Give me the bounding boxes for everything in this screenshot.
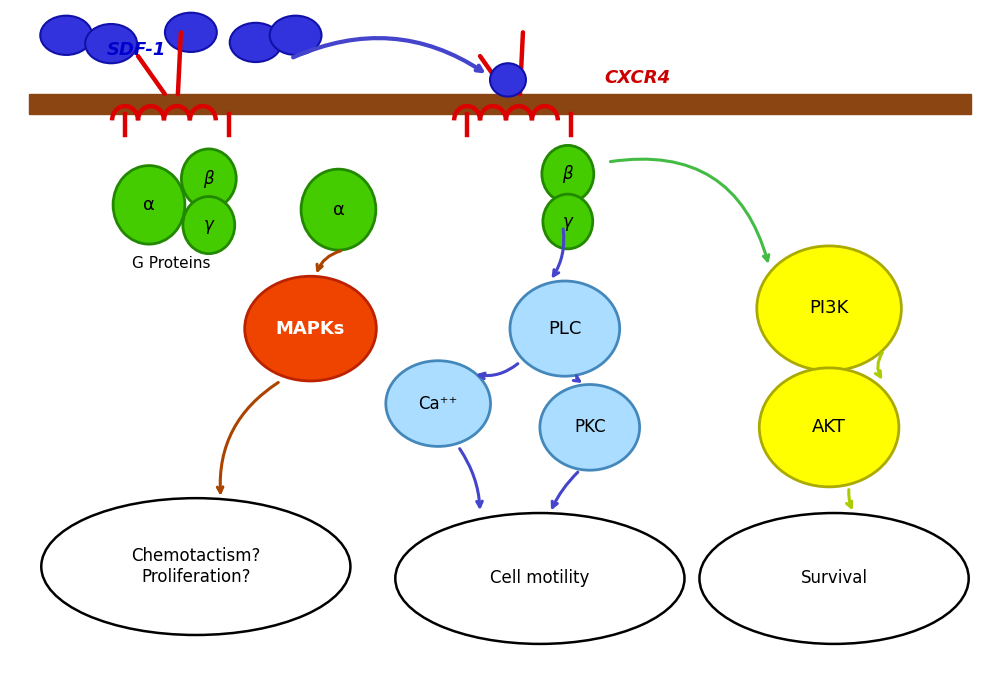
Text: Chemotactism?
Proliferation?: Chemotactism? Proliferation? bbox=[131, 547, 261, 586]
Text: G Proteins: G Proteins bbox=[132, 255, 210, 270]
Ellipse shape bbox=[230, 22, 282, 62]
Text: β: β bbox=[562, 165, 573, 183]
Ellipse shape bbox=[490, 63, 526, 97]
Text: Ca⁺⁺: Ca⁺⁺ bbox=[418, 394, 458, 413]
Ellipse shape bbox=[85, 24, 137, 63]
Ellipse shape bbox=[40, 16, 92, 55]
Ellipse shape bbox=[395, 513, 684, 644]
Text: β: β bbox=[203, 170, 214, 188]
Text: Cell motility: Cell motility bbox=[490, 569, 590, 588]
Text: AKT: AKT bbox=[812, 418, 846, 437]
Ellipse shape bbox=[386, 361, 491, 447]
Ellipse shape bbox=[245, 276, 376, 381]
Ellipse shape bbox=[181, 149, 236, 208]
Ellipse shape bbox=[757, 246, 901, 371]
Text: Survival: Survival bbox=[801, 569, 868, 588]
Text: α: α bbox=[333, 201, 344, 219]
Text: PI3K: PI3K bbox=[809, 300, 849, 317]
Ellipse shape bbox=[165, 13, 217, 52]
Ellipse shape bbox=[543, 194, 593, 249]
Text: α: α bbox=[143, 196, 155, 214]
Text: CXCR4: CXCR4 bbox=[605, 69, 671, 86]
Ellipse shape bbox=[183, 197, 235, 253]
Ellipse shape bbox=[113, 165, 185, 244]
Ellipse shape bbox=[542, 145, 594, 202]
Ellipse shape bbox=[301, 169, 376, 250]
Ellipse shape bbox=[41, 498, 350, 635]
Text: γ: γ bbox=[204, 216, 214, 234]
Bar bbox=[29, 94, 971, 114]
Ellipse shape bbox=[699, 513, 969, 644]
Text: MAPKs: MAPKs bbox=[276, 319, 345, 338]
Ellipse shape bbox=[759, 368, 899, 487]
Text: PLC: PLC bbox=[548, 319, 582, 338]
Ellipse shape bbox=[270, 16, 321, 55]
Text: γ: γ bbox=[563, 212, 573, 230]
Ellipse shape bbox=[540, 385, 640, 470]
Text: SDF-1: SDF-1 bbox=[106, 41, 166, 59]
Ellipse shape bbox=[510, 281, 620, 376]
Text: PKC: PKC bbox=[574, 418, 606, 437]
